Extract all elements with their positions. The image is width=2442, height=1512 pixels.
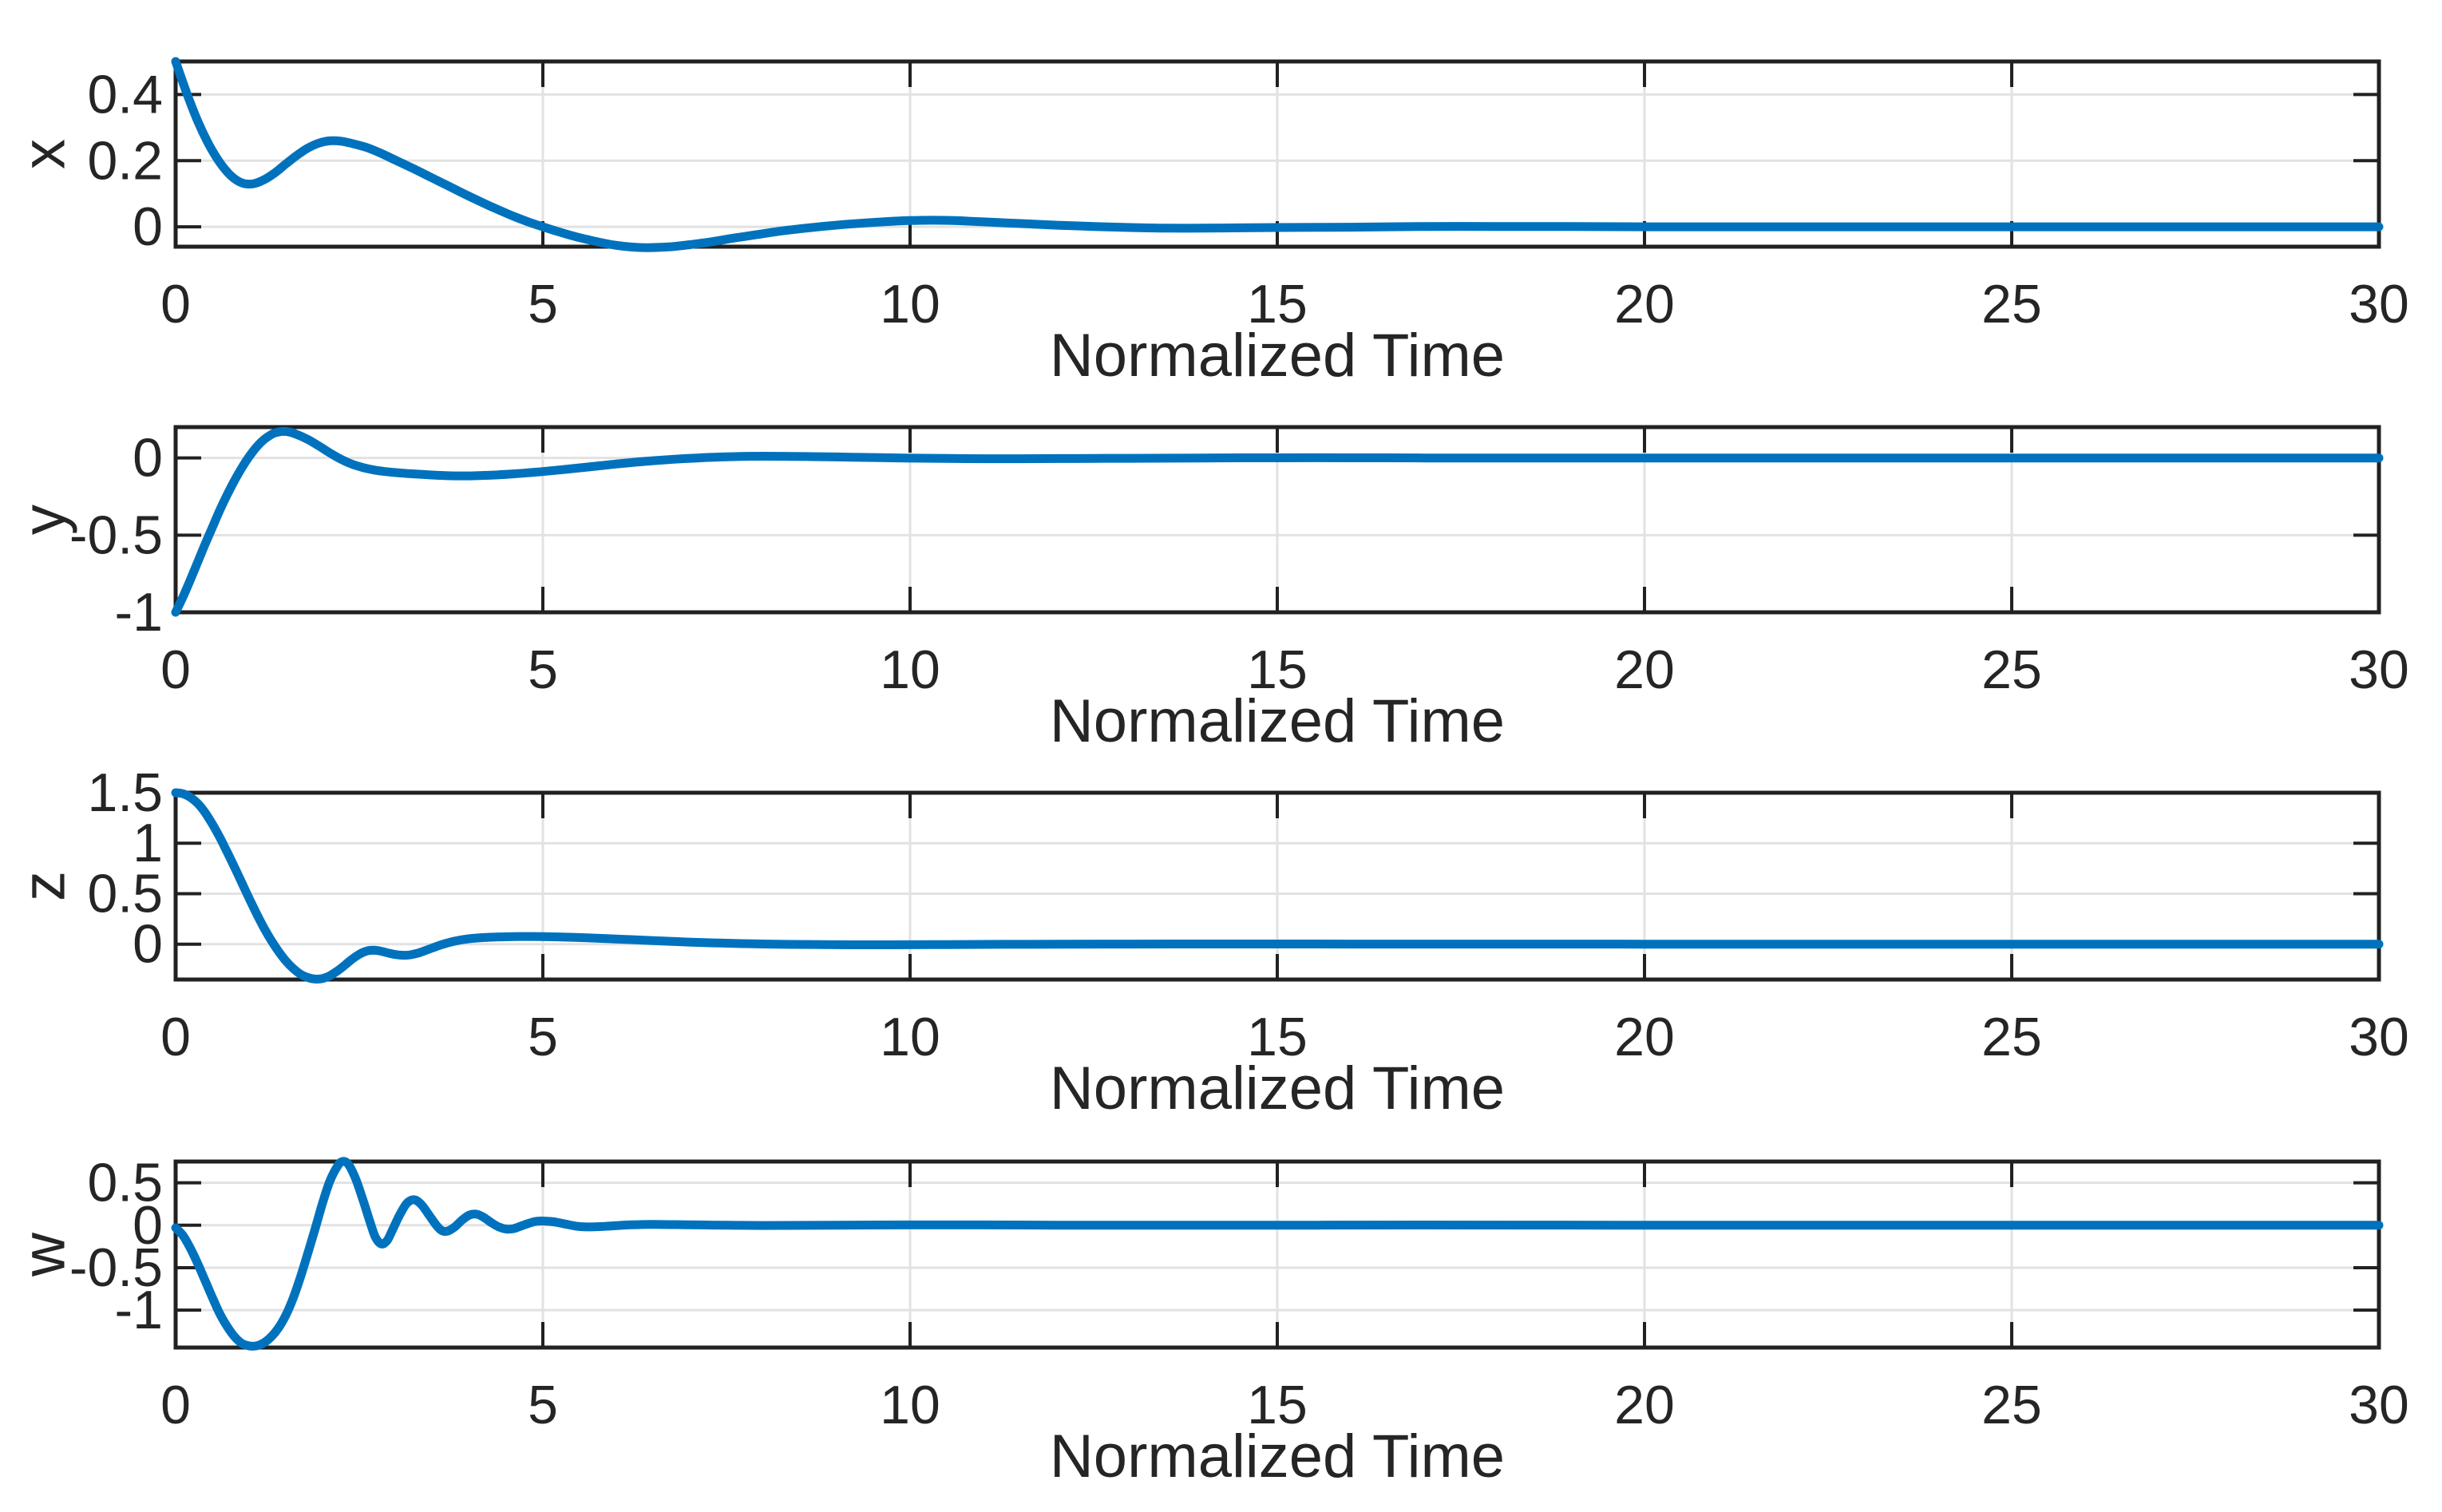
y-tick-label: -0.5 <box>69 505 163 565</box>
y-tick-label: 0 <box>133 1195 163 1256</box>
x-tick-label: 10 <box>880 274 940 334</box>
x-tick-label: 15 <box>1247 1375 1308 1435</box>
y-axis-label: w <box>10 1232 78 1277</box>
y-tick-label: 0.4 <box>87 64 163 125</box>
x-tick-label: 30 <box>2349 1007 2409 1067</box>
x-tick-label: 25 <box>1981 1007 2042 1067</box>
y-axis-label: x <box>10 139 78 169</box>
x-axis-label: Normalized Time <box>1050 687 1505 755</box>
x-tick-label: 20 <box>1614 1007 1675 1067</box>
x-tick-label: 5 <box>528 1375 558 1435</box>
x-tick-label: 0 <box>160 1375 191 1435</box>
axes-border <box>173 425 2381 615</box>
subplot-y: 0 5 10 15 20 25 30 0 -0.5 -1 Normalized Time y <box>10 425 2409 755</box>
x-tick-label: 10 <box>880 1375 940 1435</box>
y-axis-label: z <box>10 871 78 901</box>
axes-border <box>173 1159 2381 1350</box>
x-tick-label: 0 <box>160 274 191 334</box>
curve-w <box>171 1157 2384 1351</box>
x-tick-label: 5 <box>528 274 558 334</box>
y-tick-label: 0.5 <box>87 863 163 924</box>
x-tick-label: 30 <box>2349 274 2409 334</box>
x-tick-label: 15 <box>1247 274 1308 334</box>
y-tick-label: -1 <box>115 582 163 643</box>
y-axis-label: y <box>10 505 78 535</box>
curve-z <box>171 788 2384 984</box>
x-tick-label: 10 <box>880 639 940 700</box>
curve-y <box>171 426 2384 617</box>
y-tick-label: 0 <box>133 428 163 489</box>
x-tick-label: 25 <box>1981 1375 2042 1435</box>
x-tick-label: 15 <box>1247 1007 1308 1067</box>
axes-border <box>173 59 2381 249</box>
y-tick-label: -1 <box>115 1280 163 1340</box>
x-tick-label: 25 <box>1981 639 2042 700</box>
y-tick-label: 0.2 <box>87 130 163 191</box>
x-tick-label: 20 <box>1614 1375 1675 1435</box>
x-tick-label: 0 <box>160 1007 191 1067</box>
x-tick-label: 5 <box>528 1007 558 1067</box>
x-axis-label: Normalized Time <box>1050 322 1505 390</box>
y-tick-label: 1 <box>133 813 163 873</box>
axes-border <box>173 790 2381 982</box>
x-tick-label: 20 <box>1614 639 1675 700</box>
y-tick-label: 0.5 <box>87 1153 163 1213</box>
x-tick-label: 20 <box>1614 274 1675 334</box>
x-tick-label: 10 <box>880 1007 940 1067</box>
y-tick-label: 0 <box>133 196 163 257</box>
x-tick-label: 30 <box>2349 1375 2409 1435</box>
y-tick-label: -0.5 <box>69 1237 163 1298</box>
y-tick-label: 0 <box>133 914 163 975</box>
curve-x <box>171 57 2384 252</box>
x-tick-label: 25 <box>1981 274 2042 334</box>
x-tick-label: 0 <box>160 639 191 700</box>
x-axis-label: Normalized Time <box>1050 1055 1505 1122</box>
x-tick-label: 30 <box>2349 639 2409 700</box>
x-tick-label: 5 <box>528 639 558 700</box>
y-tick-label: 1.5 <box>87 762 163 823</box>
x-axis-label: Normalized Time <box>1050 1423 1505 1490</box>
x-tick-label: 15 <box>1247 639 1308 700</box>
